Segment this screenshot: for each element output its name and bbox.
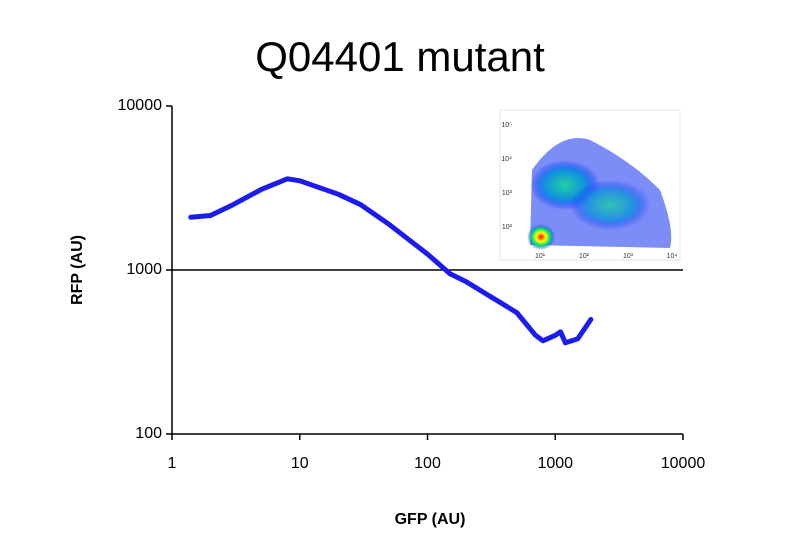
- y-tick-label: 10000: [118, 97, 163, 114]
- x-tick-label: 1000: [537, 455, 573, 472]
- y-tick-label: 1000: [126, 261, 162, 278]
- x-axis-title: GFP (AU): [395, 511, 466, 528]
- inset-y-tick-label: 10²: [502, 224, 513, 231]
- x-tick-label: 10000: [661, 455, 706, 472]
- data-line: [188, 176, 594, 346]
- inset-blob: [570, 180, 650, 230]
- inset-x-tick-label: 10⁴: [667, 253, 678, 260]
- chart-title: Q04401 mutant: [255, 33, 545, 80]
- inset-y-tick-label: 10⁵: [501, 122, 512, 129]
- x-tick-label: 1: [168, 455, 177, 472]
- x-tick-label: 100: [414, 455, 441, 472]
- x-tick-label: 10: [291, 455, 309, 472]
- inset-density-plot: 10⁵ 10⁴ 10³ 10² 10¹ 10² 10³ 10⁴: [499, 109, 681, 261]
- inset-x-tick-label: 10²: [579, 253, 590, 260]
- inset-y-tick-label: 10³: [502, 190, 513, 197]
- inset-x-tick-label: 10¹: [535, 253, 546, 260]
- y-tick-label: 100: [135, 425, 162, 442]
- inset-hotspot: [527, 224, 555, 250]
- inset-y-tick-label: 10⁴: [501, 156, 512, 163]
- y-axis-title: RFP (AU): [69, 235, 86, 305]
- inset-x-tick-label: 10³: [623, 253, 634, 260]
